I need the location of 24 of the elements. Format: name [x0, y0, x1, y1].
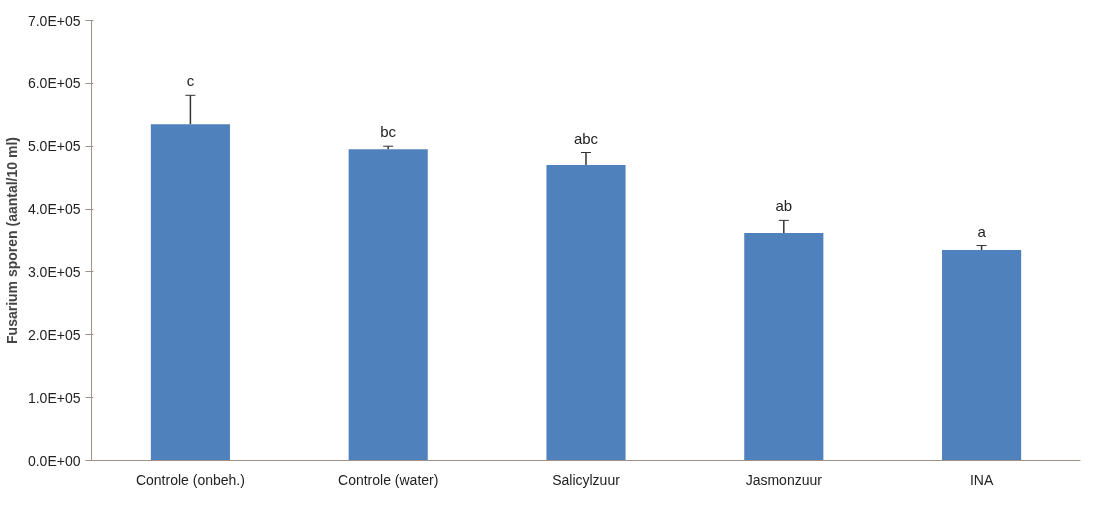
y-tick-label: 0.0E+00	[27, 452, 81, 469]
bar	[348, 149, 428, 461]
bar	[744, 232, 824, 461]
y-tick-label: 7.0E+05	[27, 12, 81, 29]
bar	[942, 249, 1022, 461]
y-tick-label: 4.0E+05	[27, 201, 81, 218]
x-tick-label: Controle (water)	[338, 471, 439, 488]
y-tick-label: 2.0E+05	[27, 326, 81, 343]
annotation: a	[977, 222, 987, 240]
x-tick-label: Salicylzuur	[552, 471, 621, 488]
annotation: ab	[775, 197, 793, 215]
y-axis-title: Fusarium sporen (aantal/10 ml)	[3, 137, 20, 344]
annotation: abc	[573, 129, 599, 147]
x-tick-label: INA	[969, 471, 994, 488]
annotation: c	[186, 72, 195, 90]
x-tick-label: Controle (onbeh.)	[135, 471, 245, 488]
bar	[150, 124, 230, 461]
y-tick-label: 3.0E+05	[27, 263, 81, 280]
y-tick-label: 5.0E+05	[27, 138, 81, 155]
annotation: bc	[380, 123, 397, 141]
y-tick-label: 1.0E+05	[27, 389, 81, 406]
bar	[546, 165, 626, 461]
y-tick-label: 6.0E+05	[27, 75, 81, 92]
x-tick-label: Jasmonzuur	[745, 471, 823, 488]
